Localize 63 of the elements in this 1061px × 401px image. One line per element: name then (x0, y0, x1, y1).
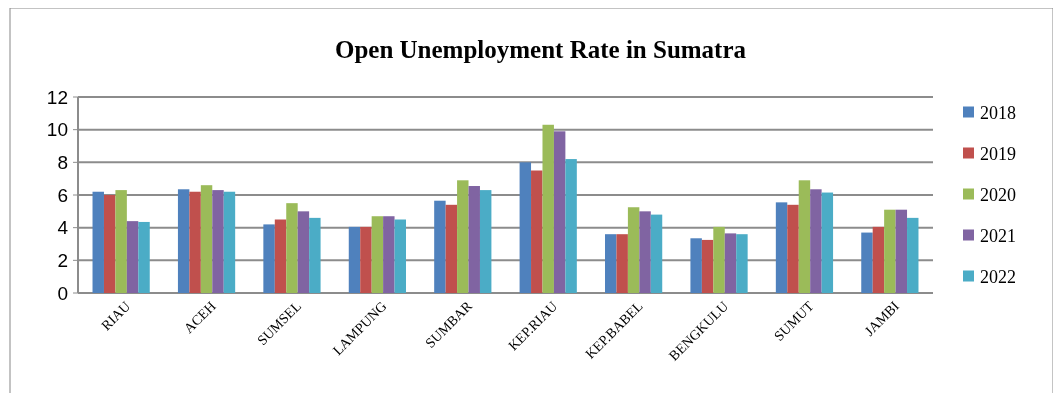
bar (565, 159, 577, 293)
bar (394, 219, 406, 293)
bar (701, 239, 714, 293)
bar (690, 238, 702, 293)
bar (263, 224, 275, 293)
bar (468, 186, 480, 293)
bar (200, 185, 213, 293)
bar (371, 216, 384, 293)
bar (605, 234, 617, 293)
y-tick-label: 6 (57, 184, 68, 206)
bar (884, 209, 896, 293)
bar (457, 180, 469, 293)
bar (627, 207, 640, 293)
bar (309, 217, 321, 293)
bar (907, 217, 919, 293)
bar (872, 226, 885, 293)
bar (348, 226, 361, 293)
bar (531, 170, 543, 293)
bar (775, 202, 788, 293)
bar (519, 162, 532, 293)
bar (434, 200, 446, 293)
legend-label: 2020 (980, 184, 1016, 205)
bar (861, 232, 873, 293)
bar (92, 191, 104, 293)
y-tick-label: 12 (46, 86, 68, 108)
bar (223, 191, 236, 293)
bar (286, 203, 298, 293)
chart-title: Open Unemployment Rate in Sumatra (334, 36, 747, 63)
bar (445, 204, 458, 293)
bar (713, 226, 725, 293)
bar (360, 226, 372, 293)
bar (650, 214, 663, 293)
bar (177, 189, 190, 293)
bar (126, 221, 139, 293)
bar (115, 190, 127, 293)
y-tick-label: 4 (57, 217, 69, 239)
bar (189, 191, 201, 293)
bar (798, 180, 811, 293)
y-tick-label: 10 (46, 119, 68, 141)
bar (787, 204, 799, 293)
bar (895, 209, 908, 293)
bar (553, 131, 566, 293)
y-tick-label: 0 (57, 282, 68, 304)
bar (479, 190, 492, 293)
bar (274, 219, 287, 293)
bar (138, 221, 150, 293)
y-tick-label: 8 (57, 151, 68, 173)
legend-label: 2021 (980, 225, 1016, 246)
bar (821, 192, 834, 293)
bar (724, 233, 737, 293)
bar (736, 234, 748, 293)
bar (383, 216, 395, 293)
bar (212, 190, 224, 293)
bar (103, 195, 116, 293)
bar (616, 234, 628, 293)
legend-label: 2019 (980, 143, 1016, 164)
bar (542, 124, 554, 293)
bar (639, 211, 651, 293)
bar (810, 189, 822, 293)
legend-label: 2018 (980, 102, 1016, 123)
bar (297, 211, 310, 293)
y-tick-label: 2 (57, 249, 68, 271)
legend-label: 2022 (980, 266, 1016, 287)
